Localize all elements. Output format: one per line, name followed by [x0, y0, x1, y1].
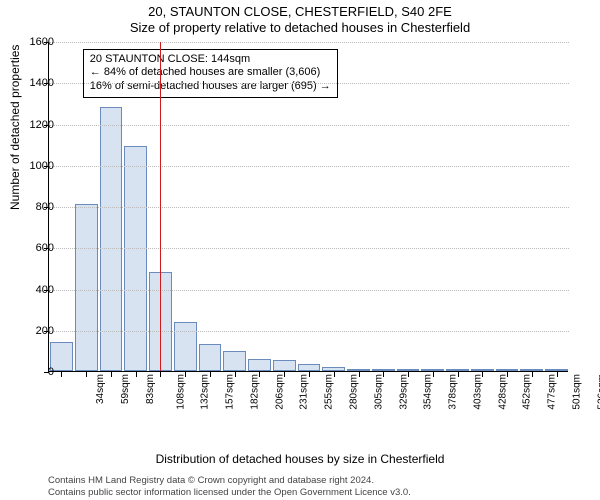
ytick-label: 1600: [18, 36, 54, 48]
gridline: [49, 42, 569, 43]
bar: [75, 204, 98, 371]
bar: [372, 369, 395, 371]
xtick-label: 255sqm: [324, 374, 335, 410]
reference-line: [160, 42, 161, 371]
bar: [298, 364, 321, 371]
xtick-mark: [185, 372, 186, 377]
annotation-line-1: 20 STAUNTON CLOSE: 144sqm: [90, 53, 331, 67]
footer-line-1: Contains HM Land Registry data © Crown c…: [48, 475, 411, 486]
bar: [545, 369, 568, 371]
annotation-line-3: 16% of semi-detached houses are larger (…: [90, 80, 331, 94]
xtick-label: 354sqm: [423, 374, 434, 410]
chart-area: 20 STAUNTON CLOSE: 144sqm ← 84% of detac…: [48, 42, 578, 412]
ytick-label: 0: [18, 366, 54, 378]
xtick-label: 329sqm: [398, 374, 409, 410]
footer: Contains HM Land Registry data © Crown c…: [48, 475, 411, 498]
xtick-mark: [458, 372, 459, 377]
bar: [273, 360, 296, 371]
xtick-label: 157sqm: [225, 374, 236, 410]
gridline: [49, 207, 569, 208]
xtick-label: 403sqm: [472, 374, 483, 410]
xtick-label: 108sqm: [175, 374, 186, 410]
xtick-mark: [383, 372, 384, 377]
bar: [174, 322, 197, 372]
xtick-mark: [259, 372, 260, 377]
ytick-label: 400: [18, 284, 54, 296]
ytick-label: 600: [18, 242, 54, 254]
bar: [199, 344, 222, 371]
bar: [223, 351, 246, 371]
ytick-label: 1000: [18, 160, 54, 172]
xtick-label: 231sqm: [299, 374, 310, 410]
x-axis-label: Distribution of detached houses by size …: [0, 452, 600, 466]
bar: [421, 369, 444, 371]
xtick-label: 34sqm: [95, 374, 106, 404]
xtick-mark: [136, 372, 137, 377]
xtick-mark: [408, 372, 409, 377]
ytick-label: 800: [18, 201, 54, 213]
xtick-mark: [433, 372, 434, 377]
xtick-mark: [557, 372, 558, 377]
footer-line-2: Contains public sector information licen…: [48, 487, 411, 498]
bar: [471, 369, 494, 371]
xtick-mark: [309, 372, 310, 377]
ytick-label: 200: [18, 325, 54, 337]
ytick-label: 1200: [18, 119, 54, 131]
gridline: [49, 166, 569, 167]
xtick-mark: [235, 372, 236, 377]
xtick-label: 83sqm: [145, 374, 156, 404]
title-line-1: 20, STAUNTON CLOSE, CHESTERFIELD, S40 2F…: [0, 4, 600, 20]
gridline: [49, 83, 569, 84]
xtick-mark: [507, 372, 508, 377]
xtick-mark: [86, 372, 87, 377]
plot-area: 20 STAUNTON CLOSE: 144sqm ← 84% of detac…: [48, 42, 568, 372]
xtick-mark: [111, 372, 112, 377]
xtick-mark: [532, 372, 533, 377]
xtick-label: 477sqm: [547, 374, 558, 410]
bar: [397, 369, 420, 371]
gridline: [49, 125, 569, 126]
xtick-label: 452sqm: [522, 374, 533, 410]
xtick-label: 526sqm: [596, 374, 600, 410]
ytick-label: 1400: [18, 77, 54, 89]
xtick-mark: [482, 372, 483, 377]
gridline: [49, 331, 569, 332]
xtick-label: 132sqm: [200, 374, 211, 410]
xtick-label: 378sqm: [448, 374, 459, 410]
bar: [520, 369, 543, 371]
xtick-label: 280sqm: [349, 374, 360, 410]
xtick-label: 59sqm: [120, 374, 131, 404]
annotation-line-2: ← 84% of detached houses are smaller (3,…: [90, 66, 331, 80]
xtick-label: 501sqm: [571, 374, 582, 410]
chart-titles: 20, STAUNTON CLOSE, CHESTERFIELD, S40 2F…: [0, 0, 600, 37]
xtick-label: 182sqm: [250, 374, 261, 410]
bar: [496, 369, 519, 371]
xtick-mark: [359, 372, 360, 377]
bar: [347, 369, 370, 371]
gridline: [49, 290, 569, 291]
xtick-label: 206sqm: [274, 374, 285, 410]
gridline: [49, 248, 569, 249]
title-line-2: Size of property relative to detached ho…: [0, 20, 600, 36]
xtick-label: 428sqm: [497, 374, 508, 410]
xtick-mark: [210, 372, 211, 377]
annotation-box: 20 STAUNTON CLOSE: 144sqm ← 84% of detac…: [83, 49, 338, 98]
xtick-mark: [284, 372, 285, 377]
bar: [446, 369, 469, 371]
xtick-label: 305sqm: [373, 374, 384, 410]
bar: [322, 367, 345, 371]
bar: [124, 146, 147, 371]
bar: [248, 359, 271, 371]
xtick-mark: [160, 372, 161, 377]
xtick-mark: [61, 372, 62, 377]
xtick-mark: [334, 372, 335, 377]
